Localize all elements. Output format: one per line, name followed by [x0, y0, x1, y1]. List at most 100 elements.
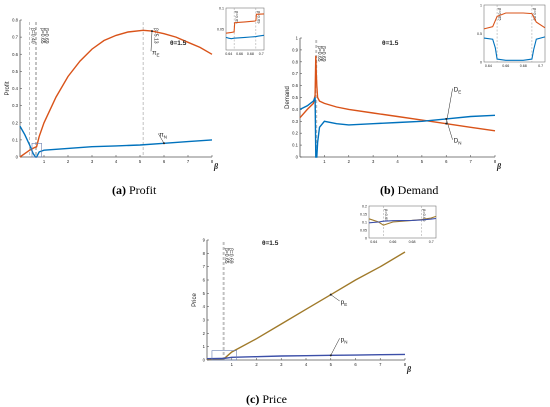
vline-label: β=0.65	[316, 46, 322, 62]
x-tick-label: 5	[330, 362, 333, 367]
y-tick-label: 0.2	[12, 120, 18, 125]
series-pointer	[150, 31, 153, 52]
caption-demand: (b) Demand	[380, 183, 439, 197]
series-line-p-e	[206, 251, 406, 360]
x-tick-label: 7	[469, 159, 472, 164]
inset-vline-label: β=0.65	[384, 209, 389, 222]
series-line-p-n	[206, 353, 406, 360]
y-tick-label: 0.8	[292, 59, 298, 64]
y-tick-label: 0.7	[292, 71, 298, 76]
y-tick-label: 0.4	[12, 86, 18, 91]
series-label-p-n: pN	[341, 336, 348, 344]
inset-x-tick-label: 0.68	[520, 64, 527, 68]
inset-y-tick-label: 0.5	[477, 32, 482, 36]
series-pointer	[446, 88, 453, 124]
inset-series-line-d-n	[483, 36, 546, 61]
inset-x-tick-label: 0.68	[247, 52, 254, 56]
series-pointer-head	[151, 30, 153, 33]
y-tick-label: 6	[203, 278, 206, 283]
y-tick-label: 1	[203, 344, 206, 349]
y-tick-label: 0.3	[292, 119, 298, 124]
inset-vline-label: β=0.69	[256, 11, 261, 24]
x-tick-label: 1	[43, 159, 46, 164]
x-tick-label: 8	[494, 159, 497, 164]
series-pointer	[330, 294, 340, 302]
y-tick-label: 0.9	[292, 47, 298, 52]
series-pointer	[446, 118, 453, 140]
inset-y-tick-label: 0.2	[362, 205, 367, 209]
series-pointer-head	[329, 293, 332, 296]
inset-y-tick-label: 0.05	[360, 229, 367, 233]
x-tick-label: 4	[396, 159, 399, 164]
y-tick-label: 0.5	[292, 95, 298, 100]
inset-series-line-π-e	[225, 13, 265, 34]
x-tick-label: 3	[280, 362, 283, 367]
y-tick-label: 1	[296, 36, 299, 41]
y-tick-label: 0.2	[292, 131, 298, 136]
series-line-d-e	[299, 55, 496, 132]
x-tick-label: 2	[348, 159, 351, 164]
x-tick-label: 6	[163, 159, 166, 164]
y-tick-label: 0.5	[12, 69, 18, 74]
inset-x-tick-label: 0.7	[259, 52, 264, 56]
y-tick-label: 9	[203, 238, 206, 243]
x-tick-label: 8	[404, 362, 407, 367]
inset-price: 0 0.05 0.1 0.15 0.2 0.64 0.66 0.68 0.7 β=0.65 β=0.…	[360, 205, 437, 244]
series-pointer-head	[445, 122, 448, 125]
x-tick-label: 2	[67, 159, 70, 164]
inset-y-tick-label: 0.05	[217, 28, 224, 32]
y-tick-label: 2	[203, 331, 206, 336]
vline-label: β=0.65	[223, 248, 229, 264]
inset-frame	[483, 4, 546, 63]
y-tick-label: 0	[203, 358, 206, 363]
y-tick-label: 5	[203, 291, 206, 296]
caption-profit: (a) Profit	[112, 183, 157, 197]
series-pointer	[157, 133, 165, 144]
x-tick-label: 7	[379, 362, 382, 367]
y-tick-label: 0.6	[12, 52, 18, 57]
caption-price: (c) Price	[246, 392, 287, 406]
zoom-box	[211, 350, 237, 361]
inset-x-tick-label: 0.64	[225, 52, 232, 56]
x-tick-label: 3	[91, 159, 94, 164]
inset-x-tick-label: 0.66	[389, 240, 396, 244]
series-label-π-e: πE	[152, 49, 160, 57]
inset-vline-label: β=0.65	[235, 11, 240, 24]
series-pointer-head	[163, 142, 165, 145]
inset-x-tick-label: 0.68	[409, 240, 416, 244]
y-tick-label: 0.8	[12, 18, 18, 23]
inset-x-tick-label: 0.7	[429, 240, 434, 244]
x-tick-label: 5	[421, 159, 424, 164]
x-tick-label: 1	[323, 159, 326, 164]
inset-vline-label: β=0.69	[422, 209, 427, 222]
x-tick-label: 5	[139, 159, 142, 164]
y-tick-label: 7	[203, 264, 206, 269]
vline-label: β=0.65	[39, 28, 45, 44]
y-tick-label: 0.6	[292, 83, 298, 88]
y-tick-label: 0.1	[292, 143, 298, 148]
x-tick-label: 4	[305, 362, 308, 367]
y-tick-label: 8	[203, 251, 206, 256]
chart-profit: 0 0.1 0.2 0.3 0.4 0.5 0.6 0.7 0.8 1 2 3 4 5 6 7 8β Profit…	[5, 7, 265, 171]
inset-series-line-π-n	[225, 34, 265, 40]
x-axis-label: β	[213, 162, 219, 171]
inset-vline-label: β=0.69	[532, 8, 537, 21]
y-tick-label: 4	[203, 304, 206, 309]
y-axis-label: Profit	[5, 81, 11, 95]
inset-x-tick-label: 0.64	[485, 64, 492, 68]
theta-annotation: θ=1.5	[170, 40, 187, 47]
x-tick-label: 4	[115, 159, 118, 164]
inset-y-tick-label: 1	[480, 4, 482, 8]
inset-series-line-p-n	[368, 217, 437, 224]
x-axis-label: β	[406, 365, 412, 374]
y-tick-label: 3	[203, 318, 206, 323]
series-line-π-n	[19, 125, 213, 158]
x-axis-label: β	[496, 162, 502, 171]
y-tick-label: 0.7	[12, 35, 18, 40]
inset-x-tick-label: 0.7	[538, 64, 543, 68]
series-line-π-e	[19, 29, 213, 158]
inset-series-line-d-e	[483, 12, 546, 30]
inset-x-tick-label: 0.66	[236, 52, 243, 56]
